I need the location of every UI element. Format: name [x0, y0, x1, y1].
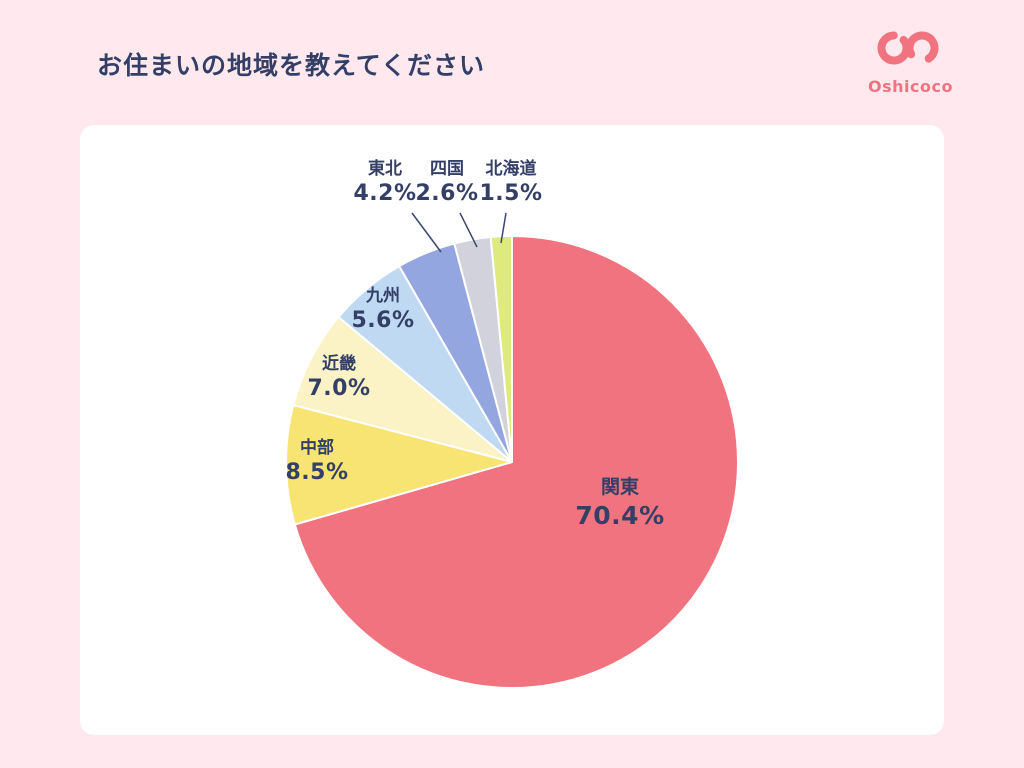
chart-card: 東北 4.2% 四国 2.6% 北海道 1.5% 九州 5.6% 近畿 7.0%… — [80, 125, 944, 735]
pie-label-pct: 70.4% — [575, 500, 665, 530]
pie-label-shikoku: 四国 2.6% — [415, 158, 478, 209]
brand-name: Oshicoco — [868, 77, 953, 96]
pie-label-tohoku: 東北 4.2% — [353, 158, 416, 209]
pie-label-pct: 8.5% — [285, 460, 349, 486]
pie-label-name: 四国 — [429, 159, 464, 179]
page-title: お住まいの地域を教えてください — [97, 51, 486, 80]
pie-label-chubu: 中部 8.5% — [285, 437, 348, 488]
pie-label-pct: 4.2% — [353, 181, 417, 207]
leader-line-hokkaido — [500, 212, 507, 244]
pie-label-kinki: 近畿 7.0% — [307, 353, 370, 404]
leader-line-shikoku — [459, 212, 478, 248]
oshicoco-logo-icon — [877, 31, 939, 65]
pie-slices — [285, 235, 739, 689]
pie-slice-0 — [293, 235, 739, 689]
brand-logo: Oshicoco — [868, 26, 953, 96]
pie-label-name: 中部 — [299, 438, 334, 458]
leader-line-tohoku — [411, 212, 442, 253]
pie-slice-6 — [489, 235, 513, 463]
pie-label-kanto: 関東 70.4% — [575, 475, 664, 532]
pie-label-name: 関東 — [600, 476, 640, 498]
pie-label-name: 東北 — [367, 159, 402, 179]
pie-label-pct: 2.6% — [415, 181, 479, 207]
pie-label-pct: 7.0% — [307, 376, 371, 402]
pie-label-kyushu: 九州 5.6% — [351, 285, 414, 336]
pie-chart — [285, 212, 739, 689]
pie-label-pct: 5.6% — [351, 308, 415, 334]
pie-label-pct: 1.5% — [479, 181, 543, 207]
pie-slice-1 — [285, 404, 513, 526]
pie-label-name: 近畿 — [321, 354, 356, 374]
pie-label-hokkaido: 北海道 1.5% — [479, 158, 542, 209]
leader-lines — [411, 212, 507, 253]
pie-label-name: 九州 — [365, 286, 400, 306]
pie-label-name: 北海道 — [485, 159, 537, 179]
